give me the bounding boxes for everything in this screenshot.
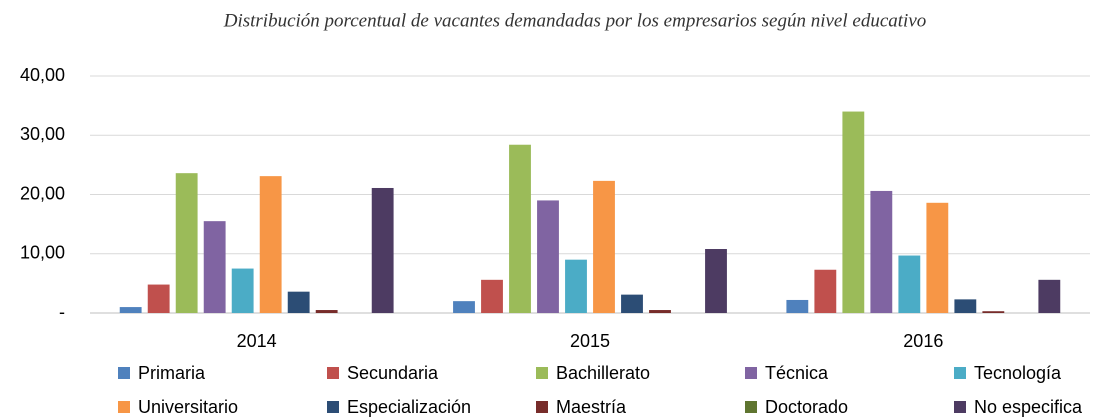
- legend-label: Universitario: [138, 397, 238, 417]
- bar: [982, 311, 1005, 313]
- bar: [175, 173, 198, 313]
- x-tick-label: 2016: [903, 331, 943, 351]
- legend-label: Técnica: [765, 363, 829, 383]
- bar: [593, 180, 615, 313]
- legend-swatch: [118, 367, 130, 379]
- bar: [954, 299, 977, 313]
- bar: [259, 176, 282, 313]
- bar: [231, 268, 254, 313]
- legend-label: Doctorado: [765, 397, 848, 417]
- x-tick-label: 2014: [237, 331, 277, 351]
- bar: [287, 291, 310, 313]
- bar: [537, 200, 559, 313]
- bar: [481, 279, 503, 313]
- bar: [705, 249, 727, 313]
- legend-swatch: [327, 401, 339, 413]
- bar: [842, 111, 865, 313]
- legend-swatch: [327, 367, 339, 379]
- bar: [453, 301, 475, 313]
- bar: [1038, 279, 1061, 313]
- legend-label: Maestría: [556, 397, 627, 417]
- bar: [565, 259, 587, 313]
- legend-swatch: [745, 401, 757, 413]
- bar: [926, 202, 949, 313]
- bar: [315, 310, 338, 313]
- legend-swatch: [536, 367, 548, 379]
- y-tick-label: 30,00: [20, 124, 65, 144]
- bar: [898, 255, 921, 313]
- legend-swatch: [745, 367, 757, 379]
- legend-label: Tecnología: [974, 363, 1062, 383]
- y-tick-label: 10,00: [20, 243, 65, 263]
- legend-swatch: [954, 401, 966, 413]
- bar: [814, 269, 837, 313]
- bar: [621, 294, 643, 313]
- y-tick-label: 40,00: [20, 65, 65, 85]
- y-tick-label: -: [59, 302, 65, 322]
- bar: [119, 307, 142, 313]
- legend-swatch: [536, 401, 548, 413]
- chart-title: Distribución porcentual de vacantes dema…: [223, 10, 927, 31]
- legend-label: Especialización: [347, 397, 471, 417]
- legend-label: Bachillerato: [556, 363, 650, 383]
- legend-label: No especifica: [974, 397, 1083, 417]
- legend-swatch: [118, 401, 130, 413]
- y-tick-label: 20,00: [20, 183, 65, 203]
- bar: [203, 221, 226, 313]
- bar: [371, 187, 394, 313]
- bar: [870, 190, 893, 313]
- legend-label: Secundaria: [347, 363, 439, 383]
- bar: [649, 310, 671, 313]
- bar: [147, 284, 170, 313]
- x-tick-label: 2015: [570, 331, 610, 351]
- bar: [786, 299, 809, 313]
- legend-label: Primaria: [138, 363, 206, 383]
- legend-swatch: [954, 367, 966, 379]
- bar: [509, 144, 531, 313]
